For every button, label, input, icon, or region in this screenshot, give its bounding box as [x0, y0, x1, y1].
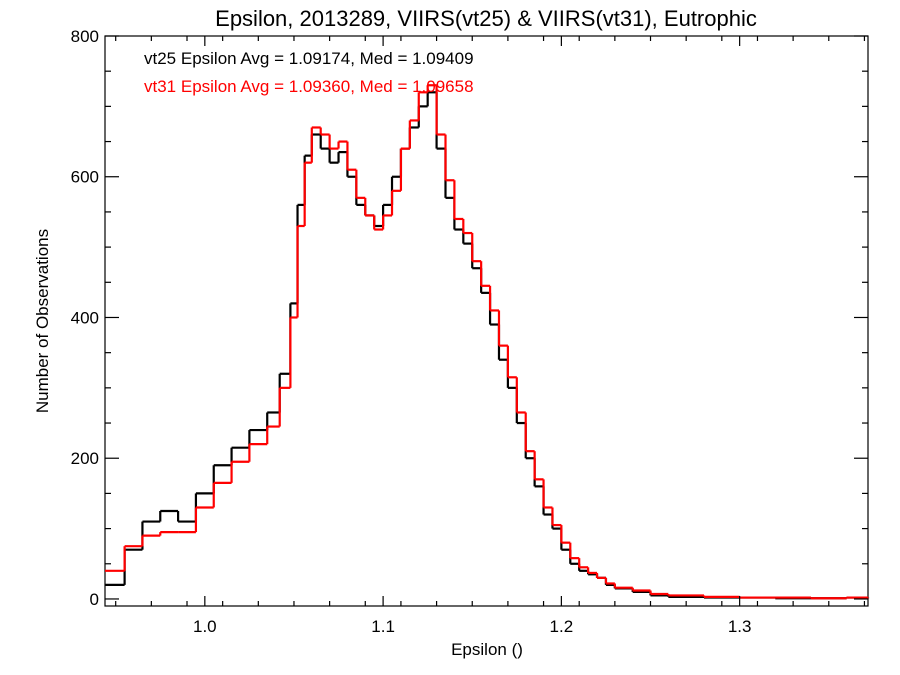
- x-tick-label-1: 1.1: [371, 617, 395, 636]
- y-tick-label-1: 200: [71, 449, 99, 468]
- plot-frame: [104, 35, 869, 607]
- series-1: [105, 84, 870, 600]
- x-tick-label-3: 1.3: [728, 617, 752, 636]
- plot-area: 1.0 1.1 1.2 1.3 0 200 400 600 800: [71, 27, 870, 636]
- series-group: [105, 84, 870, 600]
- legend-vt31: vt31 Epsilon Avg = 1.09360, Med = 1.0965…: [144, 77, 474, 96]
- series-0: [105, 91, 870, 600]
- y-tick-label-2: 400: [71, 308, 99, 327]
- ticks-group: 1.0 1.1 1.2 1.3 0 200 400 600 800: [71, 27, 868, 636]
- y-tick-label-0: 0: [90, 590, 99, 609]
- legend-vt25: vt25 Epsilon Avg = 1.09174, Med = 1.0940…: [144, 49, 474, 68]
- x-tick-label-2: 1.2: [550, 617, 574, 636]
- y-tick-label-3: 600: [71, 168, 99, 187]
- y-tick-label-4: 800: [71, 27, 99, 46]
- x-axis-label: Epsilon (): [451, 640, 523, 659]
- y-axis-label: Number of Observations: [33, 229, 52, 413]
- chart-title: Epsilon, 2013289, VIIRS(vt25) & VIIRS(vt…: [215, 6, 757, 31]
- x-tick-label-0: 1.0: [193, 617, 217, 636]
